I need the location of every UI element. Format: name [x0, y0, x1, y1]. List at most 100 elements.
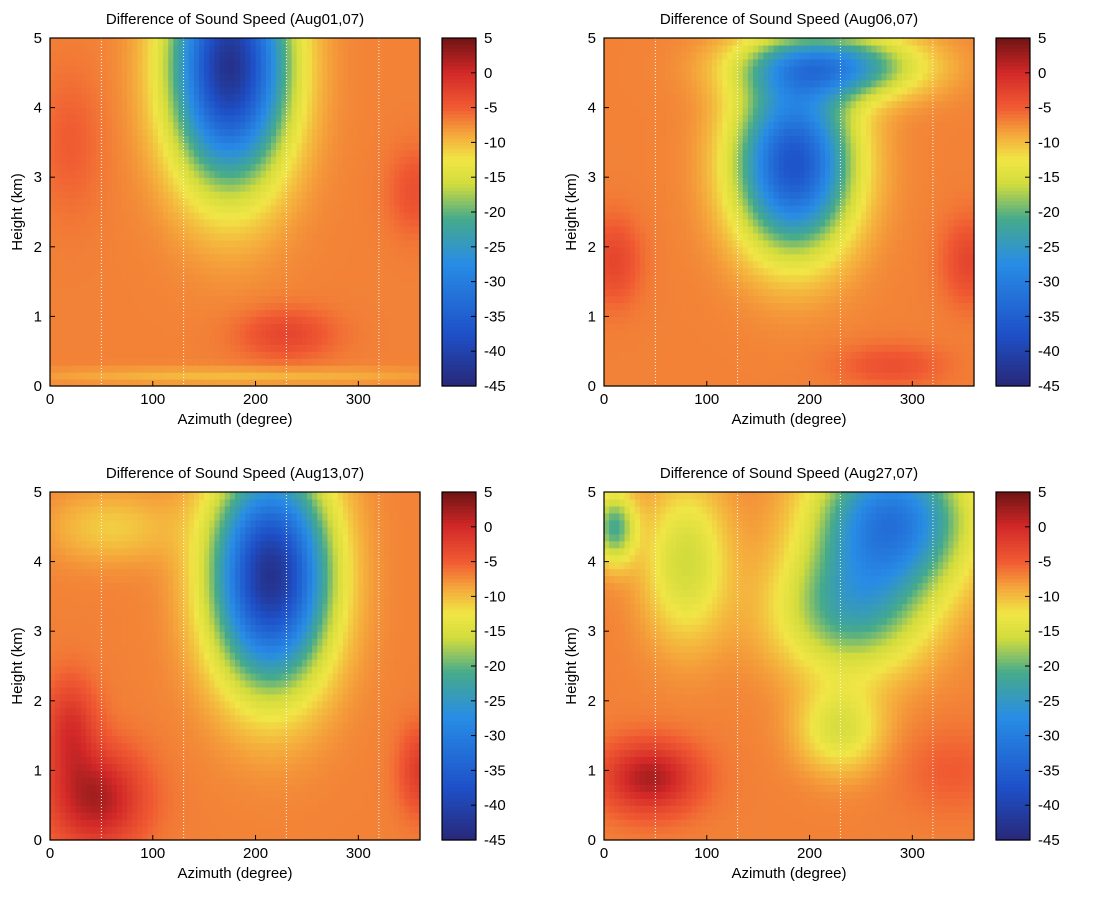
heatmap-cell: [686, 316, 692, 324]
heatmap-cell: [106, 107, 113, 116]
heatmap-cell: [91, 379, 97, 387]
heatmap-cell: [614, 365, 621, 373]
heatmap-cell: [188, 86, 195, 95]
heatmap-cell: [276, 288, 282, 297]
heatmap-cell: [348, 86, 354, 95]
heatmap-cell: [199, 239, 205, 248]
heatmap-cell: [240, 337, 246, 345]
heatmap-cell: [142, 198, 149, 206]
heatmap-cell: [404, 184, 411, 192]
heatmap-cell: [121, 135, 128, 143]
heatmap-cell: [604, 191, 610, 199]
x-tick-label: 0: [46, 391, 54, 408]
heatmap-cell: [373, 323, 380, 331]
heatmap-cell: [670, 323, 677, 331]
heatmap-cell: [634, 323, 641, 331]
heatmap-cell: [670, 156, 677, 164]
heatmap-cell: [332, 114, 339, 123]
heatmap-cell: [634, 225, 641, 234]
heatmap-cell: [706, 149, 713, 157]
heatmap-cell: [358, 58, 365, 67]
heatmap-cell: [235, 225, 241, 234]
heatmap-cell: [414, 295, 421, 304]
heatmap-cell: [312, 218, 318, 227]
heatmap-cell: [265, 337, 272, 345]
colorbar-swatch: [442, 69, 476, 74]
heatmap-cell: [373, 72, 380, 81]
heatmap-cell: [204, 225, 210, 234]
heatmap-cell: [389, 218, 395, 227]
heatmap-cell: [337, 337, 344, 345]
heatmap-cell: [399, 65, 406, 74]
heatmap-cell: [675, 149, 682, 157]
heatmap-cell: [265, 121, 272, 130]
heatmap-cell: [404, 44, 411, 53]
heatmap-cell: [147, 365, 154, 373]
heatmap-cell: [265, 267, 272, 276]
heatmap-cell: [722, 267, 728, 276]
heatmap-cell: [147, 267, 154, 276]
heatmap-cell: [111, 65, 118, 74]
colorbar-swatch: [442, 236, 476, 241]
heatmap-cell: [163, 372, 169, 380]
heatmap-cell: [675, 372, 682, 380]
heatmap-cell: [214, 93, 221, 102]
heatmap-cell: [70, 135, 77, 143]
heatmap-cell: [317, 205, 323, 213]
heatmap-cell: [296, 372, 303, 380]
heatmap-cell: [111, 212, 118, 220]
heatmap-cell: [245, 79, 252, 88]
heatmap-cell: [91, 246, 97, 255]
heatmap-cell: [353, 316, 359, 324]
heatmap-cell: [80, 351, 87, 359]
heatmap-cell: [624, 309, 631, 317]
heatmap-cell: [686, 163, 692, 171]
heatmap-cell: [132, 246, 138, 255]
colorbar-swatch: [442, 246, 476, 251]
heatmap-cell: [178, 218, 185, 227]
heatmap-cell: [281, 128, 287, 137]
heatmap-cell: [209, 156, 216, 164]
heatmap-cell: [255, 86, 262, 95]
heatmap-cell: [286, 246, 293, 255]
heatmap-cell: [696, 281, 703, 290]
heatmap-cell: [665, 86, 672, 95]
heatmap-cell: [60, 232, 67, 241]
heatmap-cell: [276, 100, 282, 109]
heatmap-cell: [706, 316, 713, 324]
heatmap-cell: [142, 316, 149, 324]
heatmap-cell: [116, 100, 123, 109]
heatmap-cell: [717, 225, 723, 234]
heatmap-cell: [609, 281, 615, 290]
heatmap-cell: [348, 351, 354, 359]
heatmap-cell: [711, 72, 718, 81]
heatmap-cell: [717, 156, 723, 164]
heatmap-cell: [650, 149, 656, 157]
heatmap-cell: [183, 170, 190, 178]
heatmap-cell: [85, 281, 92, 290]
heatmap-cell: [342, 372, 349, 380]
heatmap-cell: [168, 246, 174, 255]
heatmap-cell: [665, 246, 672, 255]
heatmap-cell: [260, 232, 267, 241]
heatmap-cell: [363, 44, 370, 53]
heatmap-cell: [209, 100, 216, 109]
heatmap-cell: [322, 309, 329, 317]
heatmap-cell: [706, 260, 713, 269]
heatmap-cell: [281, 191, 287, 199]
heatmap-cell: [193, 358, 200, 366]
heatmap-cell: [111, 309, 118, 317]
heatmap-cell: [706, 330, 713, 338]
heatmap-cell: [624, 44, 631, 53]
heatmap-cell: [270, 365, 277, 373]
heatmap-cell: [363, 163, 370, 171]
heatmap-cell: [132, 365, 138, 373]
heatmap-cell: [686, 100, 692, 109]
heatmap-cell: [414, 149, 421, 157]
heatmap-cell: [101, 323, 108, 331]
heatmap-cell: [670, 337, 677, 345]
heatmap-cell: [286, 295, 293, 304]
heatmap-cell: [173, 38, 180, 46]
heatmap-cell: [363, 149, 370, 157]
heatmap-cell: [322, 239, 329, 248]
